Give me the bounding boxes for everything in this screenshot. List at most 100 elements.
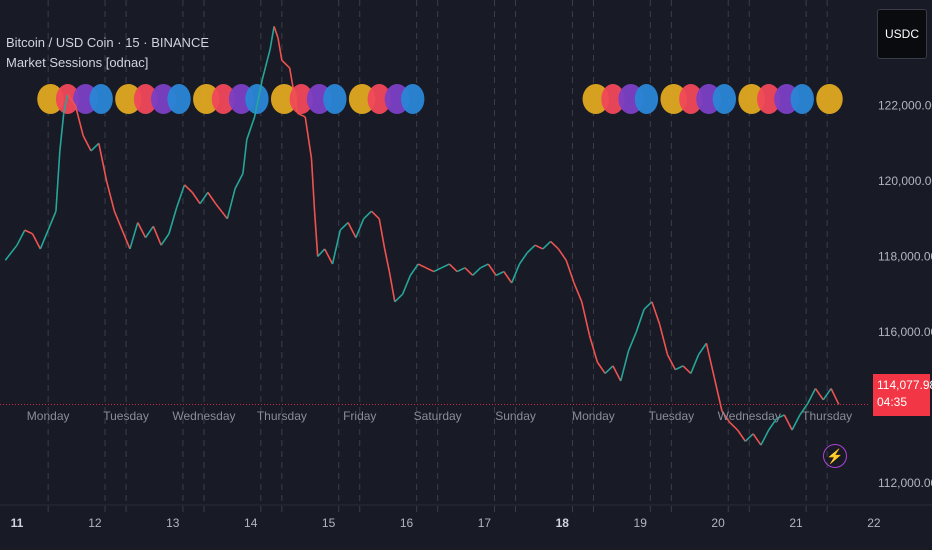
price-segment	[152, 226, 162, 246]
price-segment	[814, 388, 824, 401]
price-segment	[355, 218, 365, 238]
price-segment	[363, 210, 373, 220]
price-segment	[168, 207, 178, 235]
price-segment	[627, 331, 638, 352]
session-pill	[167, 84, 191, 114]
date-tick-label: 13	[166, 516, 180, 530]
weekday-label: Monday	[27, 409, 70, 423]
weekday-label: Friday	[343, 409, 376, 423]
current-price-label: 114,077.98	[877, 378, 932, 392]
weekday-label: Saturday	[414, 409, 462, 423]
price-segment	[565, 260, 575, 284]
price-segment	[658, 324, 669, 355]
price-segment	[55, 150, 61, 212]
price-segment	[105, 180, 116, 212]
session-pill	[323, 84, 347, 114]
bar-countdown: 04:35	[877, 395, 908, 409]
price-segment	[339, 221, 349, 231]
price-segment	[768, 418, 778, 431]
price-segment	[456, 267, 466, 273]
price-segment	[317, 248, 326, 258]
price-segment	[59, 113, 65, 151]
session-pill	[270, 84, 298, 114]
price-segment	[619, 350, 630, 382]
price-segment	[39, 229, 49, 250]
price-segment	[729, 421, 739, 431]
price-segment	[82, 135, 92, 152]
session-pill	[348, 84, 376, 114]
price-segment	[261, 48, 271, 80]
price-segment	[604, 365, 614, 375]
price-segment	[242, 139, 248, 174]
price-segment	[651, 301, 661, 325]
price-segment	[588, 335, 599, 363]
price-segment	[573, 282, 583, 303]
price-segment	[806, 388, 817, 404]
price-segment	[313, 211, 319, 257]
price-segment	[760, 429, 770, 446]
price-segment	[480, 263, 489, 269]
price-segment	[62, 94, 69, 114]
price-segment	[388, 271, 396, 302]
date-tick-label: 16	[400, 516, 414, 530]
date-tick-label: 17	[478, 516, 492, 530]
date-tick-label: 22	[867, 516, 881, 530]
price-segment	[526, 244, 536, 254]
date-tick-label: 15	[322, 516, 336, 530]
price-segment	[199, 191, 209, 205]
price-segment	[24, 229, 33, 235]
indicator-title[interactable]: Market Sessions [odnac]	[6, 55, 149, 70]
price-segment	[347, 222, 357, 239]
price-segment	[542, 240, 552, 250]
price-segment	[472, 267, 482, 276]
price-segment	[98, 143, 108, 182]
session-pill	[601, 84, 625, 114]
price-segment	[752, 433, 762, 446]
price-segment	[323, 248, 334, 265]
price-segment	[90, 142, 100, 152]
price-segment	[697, 342, 708, 356]
price-segment	[510, 263, 521, 284]
price-segment	[503, 271, 513, 284]
price-segment	[74, 105, 84, 136]
price-segment	[736, 429, 747, 442]
price-segment	[370, 210, 380, 220]
weekday-label: Tuesday	[649, 409, 695, 423]
y-tick-label: 116,000.00	[878, 325, 932, 339]
price-segment	[288, 67, 295, 91]
lightning-icon[interactable]: ⚡	[823, 444, 847, 468]
price-segment	[234, 173, 244, 189]
weekday-label: Thursday	[802, 409, 852, 423]
price-segment	[226, 188, 236, 219]
price-segment	[534, 244, 544, 250]
date-tick-label: 18	[556, 516, 570, 530]
price-segment	[121, 229, 131, 250]
price-segment	[129, 222, 139, 250]
price-segment	[175, 184, 186, 208]
price-segment	[721, 410, 731, 423]
price-segment	[269, 26, 275, 50]
session-pill	[738, 84, 765, 114]
price-segment	[705, 343, 715, 378]
session-pill	[37, 84, 64, 114]
price-segment	[643, 301, 653, 310]
price-segment	[144, 225, 154, 239]
currency-button[interactable]: USDC	[877, 9, 927, 59]
symbol-title[interactable]: Bitcoin / USD Coin · 15 · BINANCE	[6, 35, 210, 50]
y-tick-label: 120,000.00	[878, 174, 932, 188]
date-tick-label: 11	[11, 516, 24, 530]
current-price-tag: 114,077.98 04:35	[873, 374, 932, 416]
price-segment	[113, 210, 123, 231]
session-pill	[401, 84, 425, 114]
weekday-label: Monday	[572, 409, 615, 423]
price-segment	[4, 244, 18, 261]
price-segment	[425, 267, 435, 273]
weekday-label: Wednesday	[718, 409, 781, 423]
price-segment	[417, 263, 427, 269]
session-pill	[679, 84, 703, 114]
price-segment	[31, 233, 42, 250]
y-tick-label: 122,000.00	[878, 99, 932, 113]
price-segment	[822, 388, 832, 401]
price-segment	[378, 218, 386, 250]
